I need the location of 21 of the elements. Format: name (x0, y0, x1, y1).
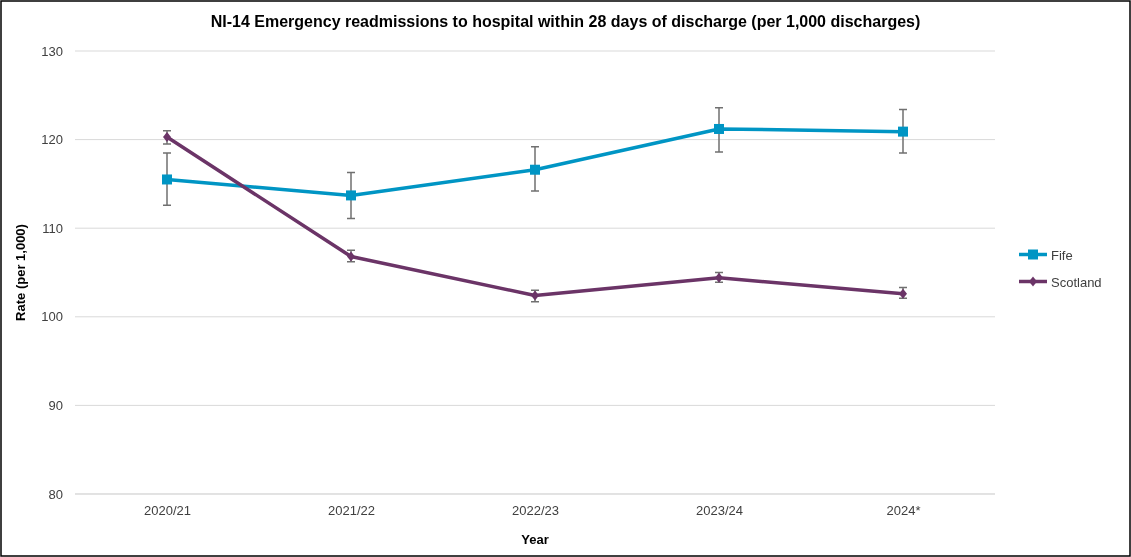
point (530, 164, 540, 175)
point (346, 190, 356, 201)
point (898, 126, 908, 137)
x-axis-title: Year (521, 532, 549, 547)
point (162, 174, 172, 185)
y-tick-label: 90 (48, 398, 63, 414)
x-tick-label: 2020/21 (144, 503, 191, 519)
x-tick-label: 2021/22 (328, 503, 375, 519)
y-tick-label: 110 (42, 220, 63, 236)
chart-title: NI-14 Emergency readmissions to hospital within 28 days of discharge (per 1,000 discharges) (210, 13, 921, 30)
point (714, 123, 724, 134)
x-tick-label: 2022/23 (512, 503, 559, 519)
y-tick-label: 100 (41, 309, 63, 325)
y-tick-label: 120 (41, 132, 63, 148)
y-tick-label: 80 (48, 486, 63, 502)
legend-label: Scotland (1051, 274, 1102, 290)
x-tick-label: 2023/24 (696, 503, 743, 519)
y-tick-label: 130 (41, 43, 63, 59)
x-tick-label: 2024* (886, 503, 921, 519)
legend-label: Fife (1051, 247, 1073, 263)
y-axis-title: Rate (per 1,000) (13, 224, 28, 321)
